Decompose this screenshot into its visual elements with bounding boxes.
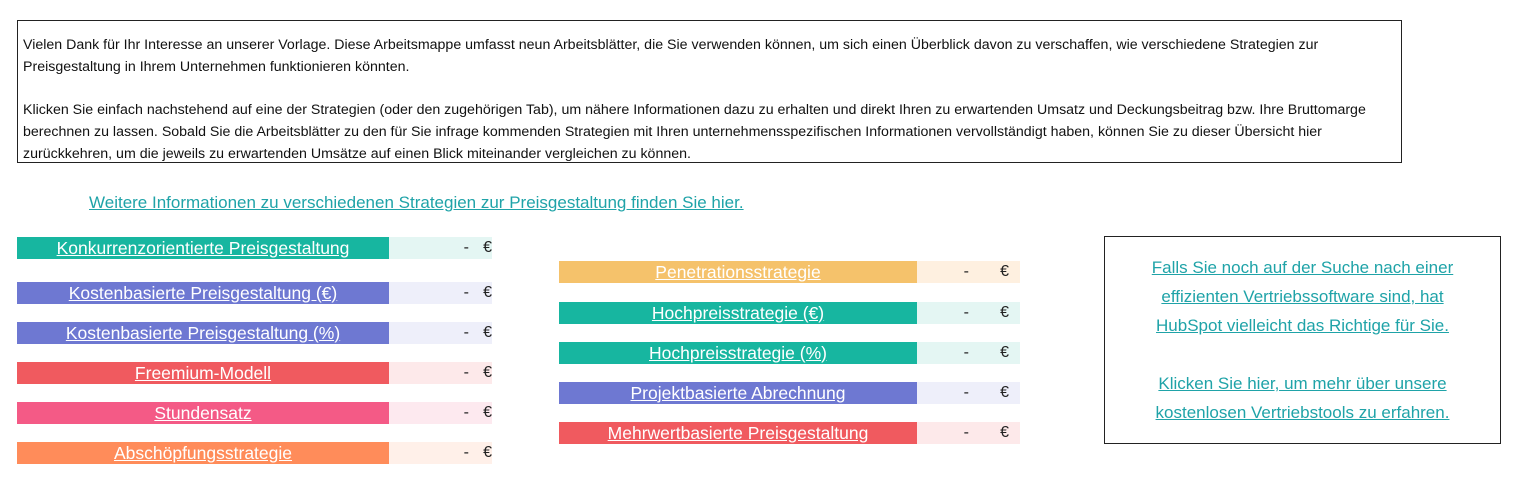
strategy-value-freemium: - €	[389, 362, 492, 384]
promo-link-line-5[interactable]: kostenlosen Vertriebstools zu erfahren.	[1155, 403, 1450, 422]
currency-symbol: €	[483, 324, 492, 341]
intro-paragraph-2: Klicken Sie einfach nachstehend auf eine…	[23, 101, 1366, 163]
strategy-link-penetration[interactable]: Penetrationsstrategie	[559, 261, 917, 283]
hubspot-promo-box: Falls Sie noch auf der Suche nach einer …	[1104, 236, 1501, 444]
strategy-link-mehrwertbasiert[interactable]: Mehrwertbasierte Preisgestaltung	[559, 422, 917, 444]
strategy-link-freemium[interactable]: Freemium-Modell	[17, 362, 389, 384]
strategy-value: -	[963, 424, 969, 441]
strategy-link-projektbasiert[interactable]: Projektbasierte Abrechnung	[559, 382, 917, 404]
currency-symbol: €	[1000, 424, 1009, 441]
strategy-row-konkurrenzorientiert: Konkurrenzorientierte Preisgestaltung - …	[17, 237, 492, 259]
strategy-link-kostenbasiert-prozent[interactable]: Kostenbasierte Preisgestaltung (%)	[17, 322, 389, 344]
currency-symbol: €	[483, 444, 492, 461]
strategy-value: -	[463, 239, 469, 256]
strategy-value-stundensatz: - €	[389, 402, 492, 424]
strategy-row-hochpreis-prozent: Hochpreisstrategie (%) - €	[559, 342, 1020, 364]
strategy-value: -	[463, 284, 469, 301]
intro-paragraph-1: Vielen Dank für Ihr Interesse an unserer…	[23, 37, 1319, 76]
strategy-value-hochpreis-prozent: - €	[917, 342, 1020, 364]
strategy-row-freemium: Freemium-Modell - €	[17, 362, 492, 384]
pricing-info-link[interactable]: Weitere Informationen zu verschiedenen S…	[89, 193, 744, 212]
strategy-value-projektbasiert: - €	[917, 382, 1020, 404]
promo-link-line-1[interactable]: Falls Sie noch auf der Suche nach einer	[1151, 258, 1454, 277]
promo-link-line-2[interactable]: effizienten Vertriebssoftware sind, hat	[1161, 287, 1444, 306]
currency-symbol: €	[483, 364, 492, 381]
strategy-row-kostenbasiert-euro: Kostenbasierte Preisgestaltung (€) - €	[17, 282, 492, 304]
strategy-link-kostenbasiert-euro[interactable]: Kostenbasierte Preisgestaltung (€)	[17, 282, 389, 304]
currency-symbol: €	[483, 239, 492, 256]
strategy-value-kostenbasiert-prozent: - €	[389, 322, 492, 344]
strategy-row-penetration: Penetrationsstrategie - €	[559, 261, 1020, 283]
strategy-value: -	[963, 344, 969, 361]
strategy-row-mehrwertbasiert: Mehrwertbasierte Preisgestaltung - €	[559, 422, 1020, 444]
currency-symbol: €	[483, 284, 492, 301]
strategy-value-konkurrenzorientiert: - €	[389, 237, 492, 259]
strategy-value-penetration: - €	[917, 261, 1020, 283]
promo-link-line-3[interactable]: HubSpot vielleicht das Richtige für Sie.	[1156, 316, 1449, 335]
promo-link-line-4[interactable]: Klicken Sie hier, um mehr über unsere	[1158, 374, 1447, 393]
strategy-value: -	[463, 444, 469, 461]
strategy-row-kostenbasiert-prozent: Kostenbasierte Preisgestaltung (%) - €	[17, 322, 492, 344]
strategy-row-projektbasiert: Projektbasierte Abrechnung - €	[559, 382, 1020, 404]
strategy-value: -	[963, 384, 969, 401]
currency-symbol: €	[1000, 344, 1009, 361]
currency-symbol: €	[1000, 304, 1009, 321]
strategy-link-stundensatz[interactable]: Stundensatz	[17, 402, 389, 424]
strategy-value: -	[963, 263, 969, 280]
strategy-link-hochpreis-prozent[interactable]: Hochpreisstrategie (%)	[559, 342, 917, 364]
strategy-row-stundensatz: Stundensatz - €	[17, 402, 492, 424]
strategy-link-hochpreis-euro[interactable]: Hochpreisstrategie (€)	[559, 302, 917, 324]
strategy-row-hochpreis-euro: Hochpreisstrategie (€) - €	[559, 302, 1020, 324]
strategy-value: -	[963, 304, 969, 321]
strategy-value-abschoepfung: - €	[389, 442, 492, 464]
currency-symbol: €	[1000, 263, 1009, 280]
intro-textbox: Vielen Dank für Ihr Interesse an unserer…	[17, 20, 1402, 163]
currency-symbol: €	[483, 404, 492, 421]
strategy-value-mehrwertbasiert: - €	[917, 422, 1020, 444]
strategy-value-hochpreis-euro: - €	[917, 302, 1020, 324]
strategy-value: -	[463, 324, 469, 341]
strategy-link-abschoepfung[interactable]: Abschöpfungsstrategie	[17, 442, 389, 464]
strategy-value: -	[463, 364, 469, 381]
strategy-row-abschoepfung: Abschöpfungsstrategie - €	[17, 442, 492, 464]
currency-symbol: €	[1000, 384, 1009, 401]
strategy-link-konkurrenzorientiert[interactable]: Konkurrenzorientierte Preisgestaltung	[17, 237, 389, 259]
strategy-value-kostenbasiert-euro: - €	[389, 282, 492, 304]
strategy-value: -	[463, 404, 469, 421]
